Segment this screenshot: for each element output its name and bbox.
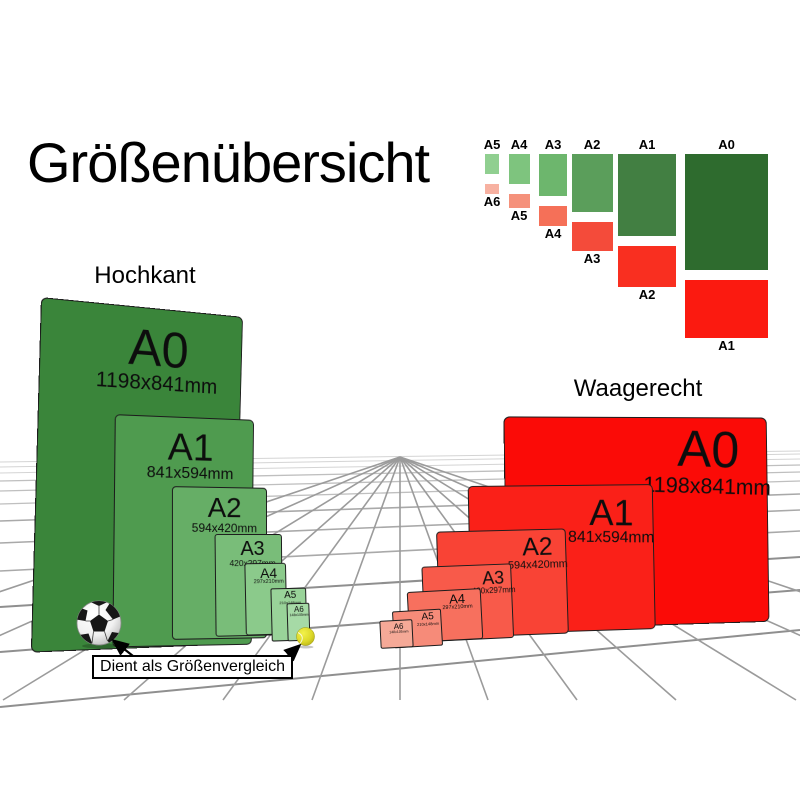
landscape-stack-heading: Waagerecht (538, 375, 738, 403)
panel-size-label: A3 (220, 540, 285, 559)
panel-dimensions-label: 594x420mm (178, 521, 271, 534)
size-legend: A5 A6 A4 A5 A3 A4 A2 A3 A1 (470, 137, 782, 367)
size-overview-infographic: Größenübersicht Hochkant Waagerecht A5 A… (0, 0, 800, 800)
panel-size-label: A0 (578, 421, 800, 478)
legend-portrait-swatch (685, 154, 768, 270)
legend-landscape-swatch (685, 280, 768, 338)
tennis-ball-icon (295, 626, 316, 649)
panel-dimensions-label: 148x105mm (383, 630, 414, 635)
panel-size-label: A1 (121, 428, 258, 469)
legend-column-a1-a2: A1 A2 (611, 137, 683, 304)
legend-portrait-swatch (572, 154, 613, 212)
legend-landscape-label: A1 (718, 338, 735, 355)
legend-column-a0-a1: A0 A1 (680, 137, 773, 355)
legend-portrait-label: A3 (545, 137, 562, 154)
soccer-ball-icon (74, 599, 124, 649)
landscape-panel-a6: A6 148x105mm (379, 619, 413, 649)
legend-portrait-label: A0 (718, 137, 735, 154)
legend-portrait-label: A1 (639, 137, 656, 154)
page-title: Größenübersicht (27, 130, 429, 195)
legend-portrait-label: A2 (584, 137, 601, 154)
panel-dimensions-label: 148x105mm (289, 613, 310, 617)
legend-landscape-swatch (618, 246, 676, 287)
legend-portrait-swatch (618, 154, 676, 236)
portrait-stack-heading: Hochkant (60, 262, 230, 290)
panel-size-label: A1 (520, 494, 701, 531)
panel-dimensions-label: 297x210mm (249, 580, 289, 586)
size-comparison-label: Dient als Größenvergleich (92, 655, 293, 679)
legend-landscape-label: A3 (584, 251, 601, 268)
legend-landscape-label: A2 (639, 287, 656, 304)
panel-size-label: A2 (178, 494, 271, 522)
legend-landscape-label: A4 (545, 226, 562, 243)
panel-dimensions-label: 841x594mm (121, 464, 258, 484)
legend-landscape-swatch (572, 222, 613, 251)
